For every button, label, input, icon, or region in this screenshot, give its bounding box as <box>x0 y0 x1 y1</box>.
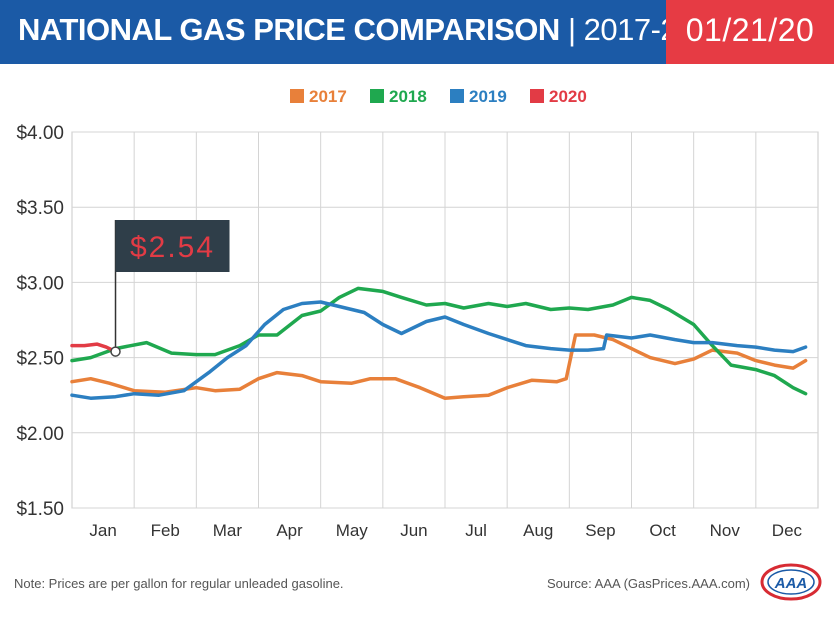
y-tick-label: $2.50 <box>16 349 64 370</box>
footer-source: Source: AAA (GasPrices.AAA.com) <box>546 576 750 591</box>
callout-value: $2.54 <box>130 231 215 264</box>
x-tick-label: Jan <box>89 521 116 540</box>
date-text: 01/21/20 <box>685 12 815 48</box>
x-tick-label: Apr <box>276 521 303 540</box>
x-tick-label: Nov <box>710 521 741 540</box>
footer-note: Note: Prices are per gallon for regular … <box>14 576 344 591</box>
x-axis: Jan Feb Mar Apr May Jun Jul Aug Sep Oct Nov Dec <box>89 521 802 540</box>
price-callout: $2.54 <box>110 220 230 357</box>
y-tick-label: $3.00 <box>16 273 64 294</box>
legend-label-2019: 2019 <box>469 87 507 106</box>
title-main: NATIONAL GAS PRICE COMPARISON <box>18 12 560 47</box>
legend-swatch-2019 <box>450 89 464 103</box>
title-separator: | <box>567 12 576 47</box>
chart-legend: 2017 2018 2019 2020 <box>290 87 587 106</box>
legend-swatch-2020 <box>530 89 544 103</box>
series-line-2019 <box>70 300 808 400</box>
series-line-2018 <box>70 286 808 396</box>
x-tick-label: Mar <box>213 521 243 540</box>
legend-swatch-2017 <box>290 89 304 103</box>
x-tick-label: Feb <box>151 521 180 540</box>
legend-label-2018: 2018 <box>389 87 427 106</box>
x-tick-label: Oct <box>649 521 676 540</box>
callout-marker <box>110 346 121 357</box>
page-title: NATIONAL GAS PRICE COMPARISON | 2017-202… <box>18 12 728 48</box>
aaa-logo-text: AAA <box>774 575 808 592</box>
x-tick-label: Jun <box>400 521 427 540</box>
callout-box <box>115 220 230 272</box>
y-tick-label: $2.00 <box>16 424 64 445</box>
x-tick-label: Aug <box>523 521 553 540</box>
x-tick-label: Sep <box>585 521 615 540</box>
y-tick-label: $4.00 <box>16 123 64 144</box>
gas-price-chart: 2017 2018 2019 2020 $4.00 $3.50 $3.00 $2.50 $2.… <box>16 87 819 540</box>
header-bar: NATIONAL GAS PRICE COMPARISON | 2017-202… <box>0 0 834 64</box>
series-lines <box>70 286 808 400</box>
series-line-2020 <box>70 342 118 354</box>
y-axis: $4.00 $3.50 $3.00 $2.50 $2.00 $1.50 <box>16 123 64 520</box>
series-line-2017 <box>70 333 808 400</box>
y-tick-label: $3.50 <box>16 198 64 219</box>
aaa-logo: AAA <box>760 563 822 601</box>
x-tick-label: Dec <box>772 521 803 540</box>
legend-label-2020: 2020 <box>549 87 587 106</box>
y-tick-label: $1.50 <box>16 499 64 520</box>
x-tick-label: May <box>336 521 369 540</box>
date-badge: 01/21/20 <box>666 0 834 64</box>
legend-swatch-2018 <box>370 89 384 103</box>
x-tick-label: Jul <box>465 521 487 540</box>
chart-grid <box>71 131 819 509</box>
legend-label-2017: 2017 <box>309 87 347 106</box>
